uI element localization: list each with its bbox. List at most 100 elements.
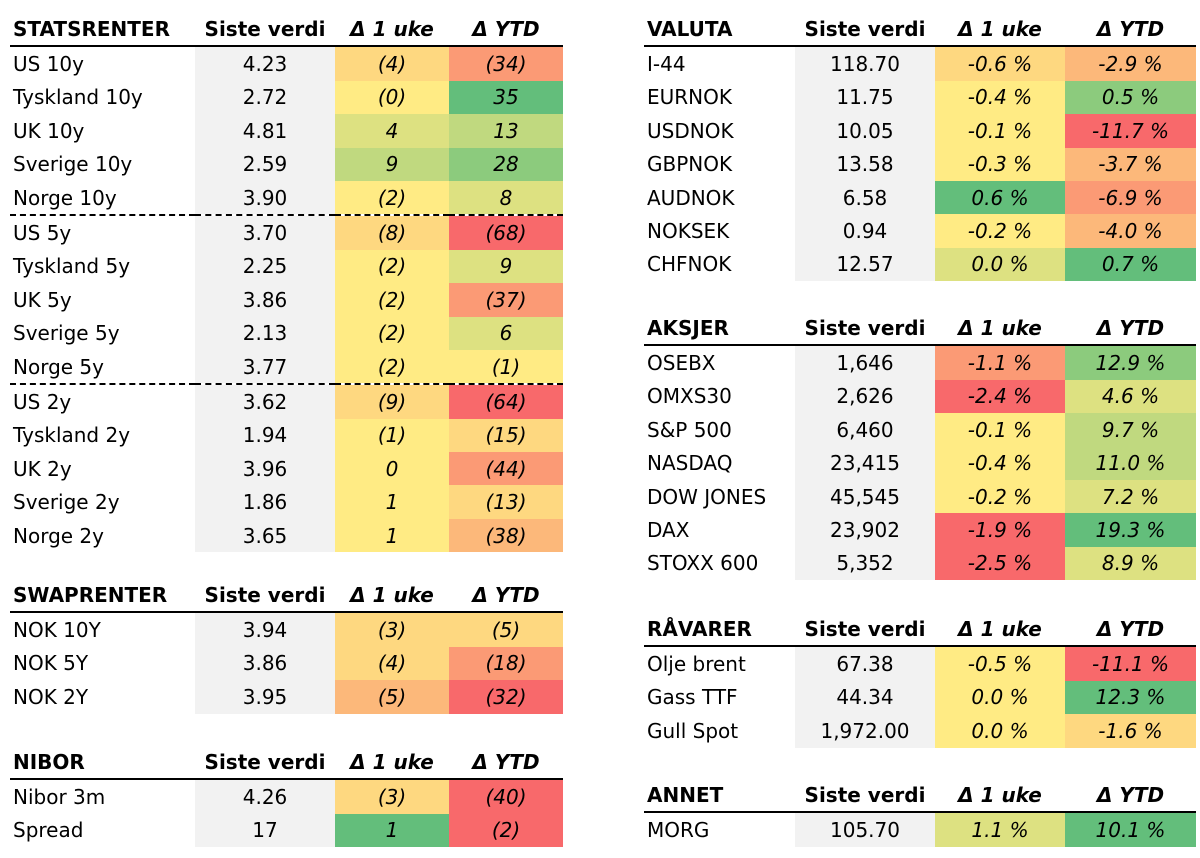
row-delta-1-week: (2) <box>335 349 449 385</box>
row-label: AUDNOK <box>647 185 735 210</box>
row-delta-1-week: -0.4 % <box>935 80 1065 115</box>
row-label: Nibor 3m <box>13 785 106 810</box>
row-delta-1-week: (5) <box>335 680 449 714</box>
row-label: Sverige 10y <box>13 152 133 177</box>
table-row: NASDAQ 23,415 -0.4 % 11.0 % <box>644 446 1196 480</box>
header-siste-verdi: Siste verdi <box>195 578 335 614</box>
aksjer-table: AKSJER Siste verdi Δ 1 uke Δ YTD OSEBX 1,646-… <box>644 311 1196 581</box>
header-delta-1-uke: Δ 1 uke <box>935 311 1065 347</box>
section-title: ANNET <box>644 778 795 814</box>
row-latest-value: 1.86 <box>195 485 335 519</box>
row-latest-value: 11.75 <box>795 80 935 115</box>
section-title: AKSJER <box>644 311 795 347</box>
table-row: Sverige 10y 2.59 9 28 <box>10 147 563 181</box>
row-delta-ytd: 6 <box>449 316 563 350</box>
row-latest-value: 4.26 <box>195 779 335 814</box>
row-latest-value: 5,352 <box>795 546 935 581</box>
row-latest-value: 2.59 <box>195 147 335 181</box>
row-delta-1-week: 0.0 % <box>935 247 1065 282</box>
row-label: Gass TTF <box>647 685 738 710</box>
row-delta-ytd: 0.7 % <box>1065 247 1196 282</box>
header-delta-ytd: Δ YTD <box>1065 612 1196 648</box>
table-row: STOXX 600 5,352 -2.5 % 8.9 % <box>644 546 1196 581</box>
row-latest-value: 12.57 <box>795 247 935 282</box>
row-delta-ytd: (5) <box>449 612 563 647</box>
section-title: RÅVARER <box>644 612 795 648</box>
row-delta-1-week: (4) <box>335 46 449 81</box>
row-label: US 10y <box>13 52 84 77</box>
table-row: GBPNOK 13.58 -0.3 % -3.7 % <box>644 147 1196 181</box>
section-title: NIBOR <box>10 745 195 781</box>
annet-table: ANNET Siste verdi Δ 1 uke Δ YTD MORG 105.70 1.… <box>644 778 1196 847</box>
row-label: Norge 2y <box>13 523 104 548</box>
row-delta-1-week: 1 <box>335 813 449 848</box>
row-latest-value: 3.70 <box>195 214 335 250</box>
row-latest-value: 10.05 <box>795 114 935 148</box>
row-latest-value: 44.34 <box>795 680 935 715</box>
row-delta-ytd: 8.9 % <box>1065 546 1196 581</box>
header-delta-ytd: Δ YTD <box>449 578 563 614</box>
row-delta-ytd: -6.9 % <box>1065 180 1196 215</box>
table-row: US 2y 3.62 (9) (64) <box>10 383 563 419</box>
row-delta-ytd: (1) <box>449 349 563 385</box>
row-label: NOKSEK <box>647 219 730 244</box>
row-label: NASDAQ <box>647 451 733 476</box>
row-latest-value: 6.58 <box>795 180 935 215</box>
table-row: Tyskland 2y 1.94 (1) (15) <box>10 418 563 453</box>
row-delta-ytd: (13) <box>449 485 563 519</box>
row-label: MORG <box>647 818 710 843</box>
row-label: DAX <box>647 518 690 543</box>
row-latest-value: 23,902 <box>795 513 935 547</box>
row-label: UK 10y <box>13 118 85 143</box>
row-delta-1-week: (2) <box>335 283 449 317</box>
header-delta-ytd: Δ YTD <box>449 745 563 781</box>
row-label: OSEBX <box>647 351 716 376</box>
table-row: Olje brent 67.38 -0.5 % -11.1 % <box>644 646 1196 681</box>
row-delta-ytd: -3.7 % <box>1065 147 1196 181</box>
row-label: S&P 500 <box>647 417 732 442</box>
row-latest-value: 3.96 <box>195 452 335 486</box>
row-delta-ytd: (44) <box>449 452 563 486</box>
row-latest-value: 2,626 <box>795 379 935 414</box>
row-latest-value: 13.58 <box>795 147 935 181</box>
header-row: ANNET Siste verdi Δ 1 uke Δ YTD <box>644 778 1196 814</box>
row-delta-ytd: 12.9 % <box>1065 345 1196 380</box>
row-delta-ytd: 35 <box>449 80 563 115</box>
table-row: Gull Spot 1,972.00 0.0 % -1.6 % <box>644 714 1196 748</box>
row-label: Norge 10y <box>13 185 117 210</box>
header-delta-1-uke: Δ 1 uke <box>935 778 1065 814</box>
row-latest-value: 3.95 <box>195 680 335 714</box>
row-latest-value: 2.13 <box>195 316 335 350</box>
row-latest-value: 1,646 <box>795 345 935 380</box>
row-latest-value: 6,460 <box>795 413 935 447</box>
row-latest-value: 45,545 <box>795 479 935 514</box>
row-delta-1-week: -1.9 % <box>935 513 1065 547</box>
row-delta-1-week: 0.6 % <box>935 180 1065 215</box>
table-row: AUDNOK 6.58 0.6 % -6.9 % <box>644 180 1196 215</box>
row-latest-value: 67.38 <box>795 646 935 681</box>
row-label: NOK 5Y <box>13 651 89 676</box>
row-delta-1-week: -2.5 % <box>935 546 1065 581</box>
header-delta-ytd: Δ YTD <box>1065 12 1196 48</box>
table-row: NOK 10Y 3.94 (3) (5) <box>10 612 563 647</box>
row-label: US 5y <box>10 214 195 250</box>
row-delta-ytd: -2.9 % <box>1065 46 1196 81</box>
header-delta-ytd: Δ YTD <box>449 12 563 48</box>
row-delta-1-week: 0.0 % <box>935 714 1065 748</box>
row-delta-ytd: (64) <box>449 383 563 419</box>
row-latest-value: 3.90 <box>195 180 335 216</box>
header-delta-1-uke: Δ 1 uke <box>935 612 1065 648</box>
table-row: OSEBX 1,646 -1.1 % 12.9 % <box>644 345 1196 380</box>
row-latest-value: 3.62 <box>195 383 335 419</box>
row-delta-ytd: (15) <box>449 418 563 453</box>
row-delta-1-week: -0.3 % <box>935 147 1065 181</box>
row-latest-value: 3.86 <box>195 646 335 681</box>
row-delta-1-week: 1 <box>335 518 449 553</box>
table-row: NOKSEK 0.94 -0.2 % -4.0 % <box>644 214 1196 248</box>
row-label: EURNOK <box>647 85 732 110</box>
row-delta-ytd: 12.3 % <box>1065 680 1196 715</box>
row-delta-ytd: 13 <box>449 114 563 148</box>
table-row: CHFNOK 12.57 0.0 % 0.7 % <box>644 247 1196 282</box>
row-latest-value: 1.94 <box>195 418 335 453</box>
row-delta-ytd: 11.0 % <box>1065 446 1196 480</box>
